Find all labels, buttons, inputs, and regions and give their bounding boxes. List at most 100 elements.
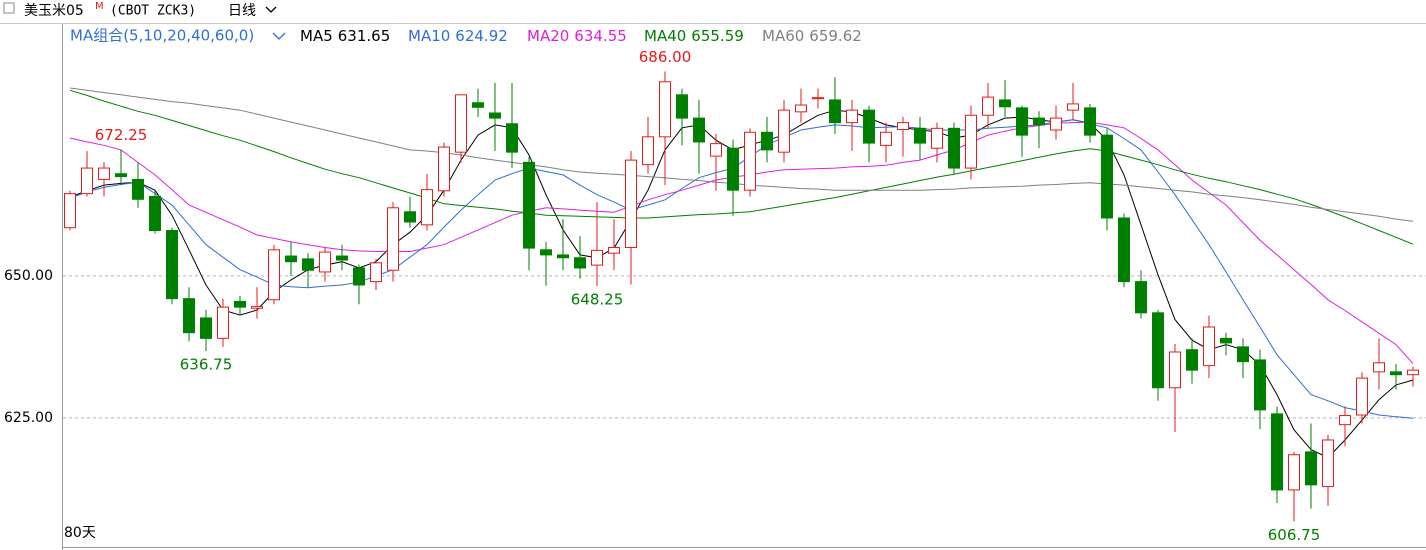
- candle-body: [387, 207, 399, 271]
- candle-body: [302, 258, 314, 271]
- candle-body: [1101, 134, 1113, 219]
- candle-body: [1407, 369, 1419, 376]
- candle-body: [999, 99, 1011, 108]
- legend-name: MA20: [527, 27, 569, 45]
- period-selector[interactable]: 日线: [228, 3, 256, 19]
- candle-body: [489, 112, 501, 119]
- candle-body: [591, 249, 603, 266]
- high-label: 672.25: [95, 126, 148, 144]
- candle-body: [1220, 337, 1232, 344]
- candle-body: [200, 317, 212, 339]
- period-chevron[interactable]: [265, 6, 277, 13]
- candle-body: [523, 161, 535, 249]
- ma-line: [69, 89, 1414, 245]
- candle-body: [1373, 362, 1385, 373]
- candle-body: [948, 127, 960, 169]
- ma-line: [69, 87, 1414, 222]
- candle-body: [1237, 346, 1249, 363]
- candle-body: [336, 255, 348, 261]
- ma-line: [69, 109, 1414, 459]
- candle-body: [506, 123, 518, 153]
- candle-body: [1135, 281, 1147, 314]
- candle-body: [353, 267, 365, 286]
- candle-body: [625, 159, 637, 249]
- candle-body: [574, 257, 586, 269]
- ma-group-chevron[interactable]: [272, 32, 286, 40]
- candle-body: [217, 306, 229, 339]
- ma-line: [69, 121, 1414, 364]
- candle-body: [880, 131, 892, 146]
- candle-body: [897, 122, 909, 130]
- legend-value: 634.55: [574, 27, 627, 45]
- chart-title: 美玉米05: [24, 3, 84, 19]
- candle-body: [846, 109, 858, 124]
- candle-body: [1390, 371, 1402, 376]
- candle-body: [727, 147, 739, 191]
- icon: [3, 2, 15, 14]
- candle-body: [608, 247, 620, 254]
- candle-body: [1169, 351, 1181, 389]
- candle-body: [64, 193, 76, 229]
- chart-subtitle: (CBOT ZCK3): [110, 4, 196, 19]
- candle-body: [931, 127, 943, 149]
- legend-value: 631.65: [338, 27, 391, 45]
- candle-body: [1271, 413, 1283, 491]
- ma-line: [69, 119, 1414, 419]
- candle-body: [81, 167, 93, 195]
- candle-body: [472, 102, 484, 108]
- candle-body: [370, 262, 382, 283]
- candle-body: [455, 94, 467, 153]
- candle-body: [710, 143, 722, 157]
- candle-body: [1288, 454, 1300, 491]
- legend-value: 624.92: [455, 27, 508, 45]
- candle-body: [693, 117, 705, 143]
- candle-body: [557, 254, 569, 259]
- candle-body: [183, 298, 195, 334]
- candle-body: [268, 249, 280, 301]
- candle-body: [251, 306, 263, 309]
- candle-body: [285, 255, 297, 263]
- candle-body: [829, 99, 841, 124]
- low-label: 606.75: [1268, 526, 1321, 544]
- candle-body: [540, 249, 552, 256]
- legend-entry: MA40 655.59: [644, 27, 744, 45]
- candle-body: [659, 81, 671, 138]
- candle-body: [1118, 217, 1130, 283]
- candle-body: [676, 94, 688, 119]
- footer-label: 80天: [64, 525, 96, 541]
- ma-group-selector[interactable]: MA组合(5,10,20,40,60,0): [70, 27, 254, 45]
- candle-body: [149, 195, 161, 232]
- low-label: 636.75: [180, 356, 233, 374]
- candle-body: [1322, 439, 1334, 488]
- legend-entry: MA5 631.65: [300, 27, 390, 45]
- legend-entry: MA10 624.92: [408, 27, 508, 45]
- candle-body: [1033, 117, 1045, 126]
- low-label: 648.25: [571, 290, 624, 308]
- candle-body: [1050, 117, 1062, 131]
- title-mark: M: [95, 1, 104, 12]
- legend-entry: MA20 634.55: [527, 27, 627, 45]
- high-label: 686.00: [639, 48, 692, 66]
- y-tick-label: 650.00: [4, 268, 53, 284]
- candle-body: [795, 104, 807, 113]
- candle-body: [1203, 326, 1215, 367]
- candle-body: [166, 230, 178, 300]
- legend-name: MA40: [644, 27, 686, 45]
- candle-body: [982, 96, 994, 116]
- candle-body: [98, 167, 110, 180]
- candle-body: [234, 300, 246, 308]
- candle-body: [744, 131, 756, 191]
- candle-body: [115, 173, 127, 178]
- candle-body: [421, 189, 433, 226]
- candle-body: [1356, 377, 1368, 416]
- candle-body: [1305, 451, 1317, 486]
- candle-body: [778, 109, 790, 153]
- candle-body: [1186, 349, 1198, 371]
- y-tick-label: 625.00: [4, 410, 53, 426]
- candle-body: [1254, 359, 1266, 411]
- candle-body: [863, 109, 875, 144]
- candle-body: [812, 97, 824, 100]
- legend-name: MA10: [408, 27, 450, 45]
